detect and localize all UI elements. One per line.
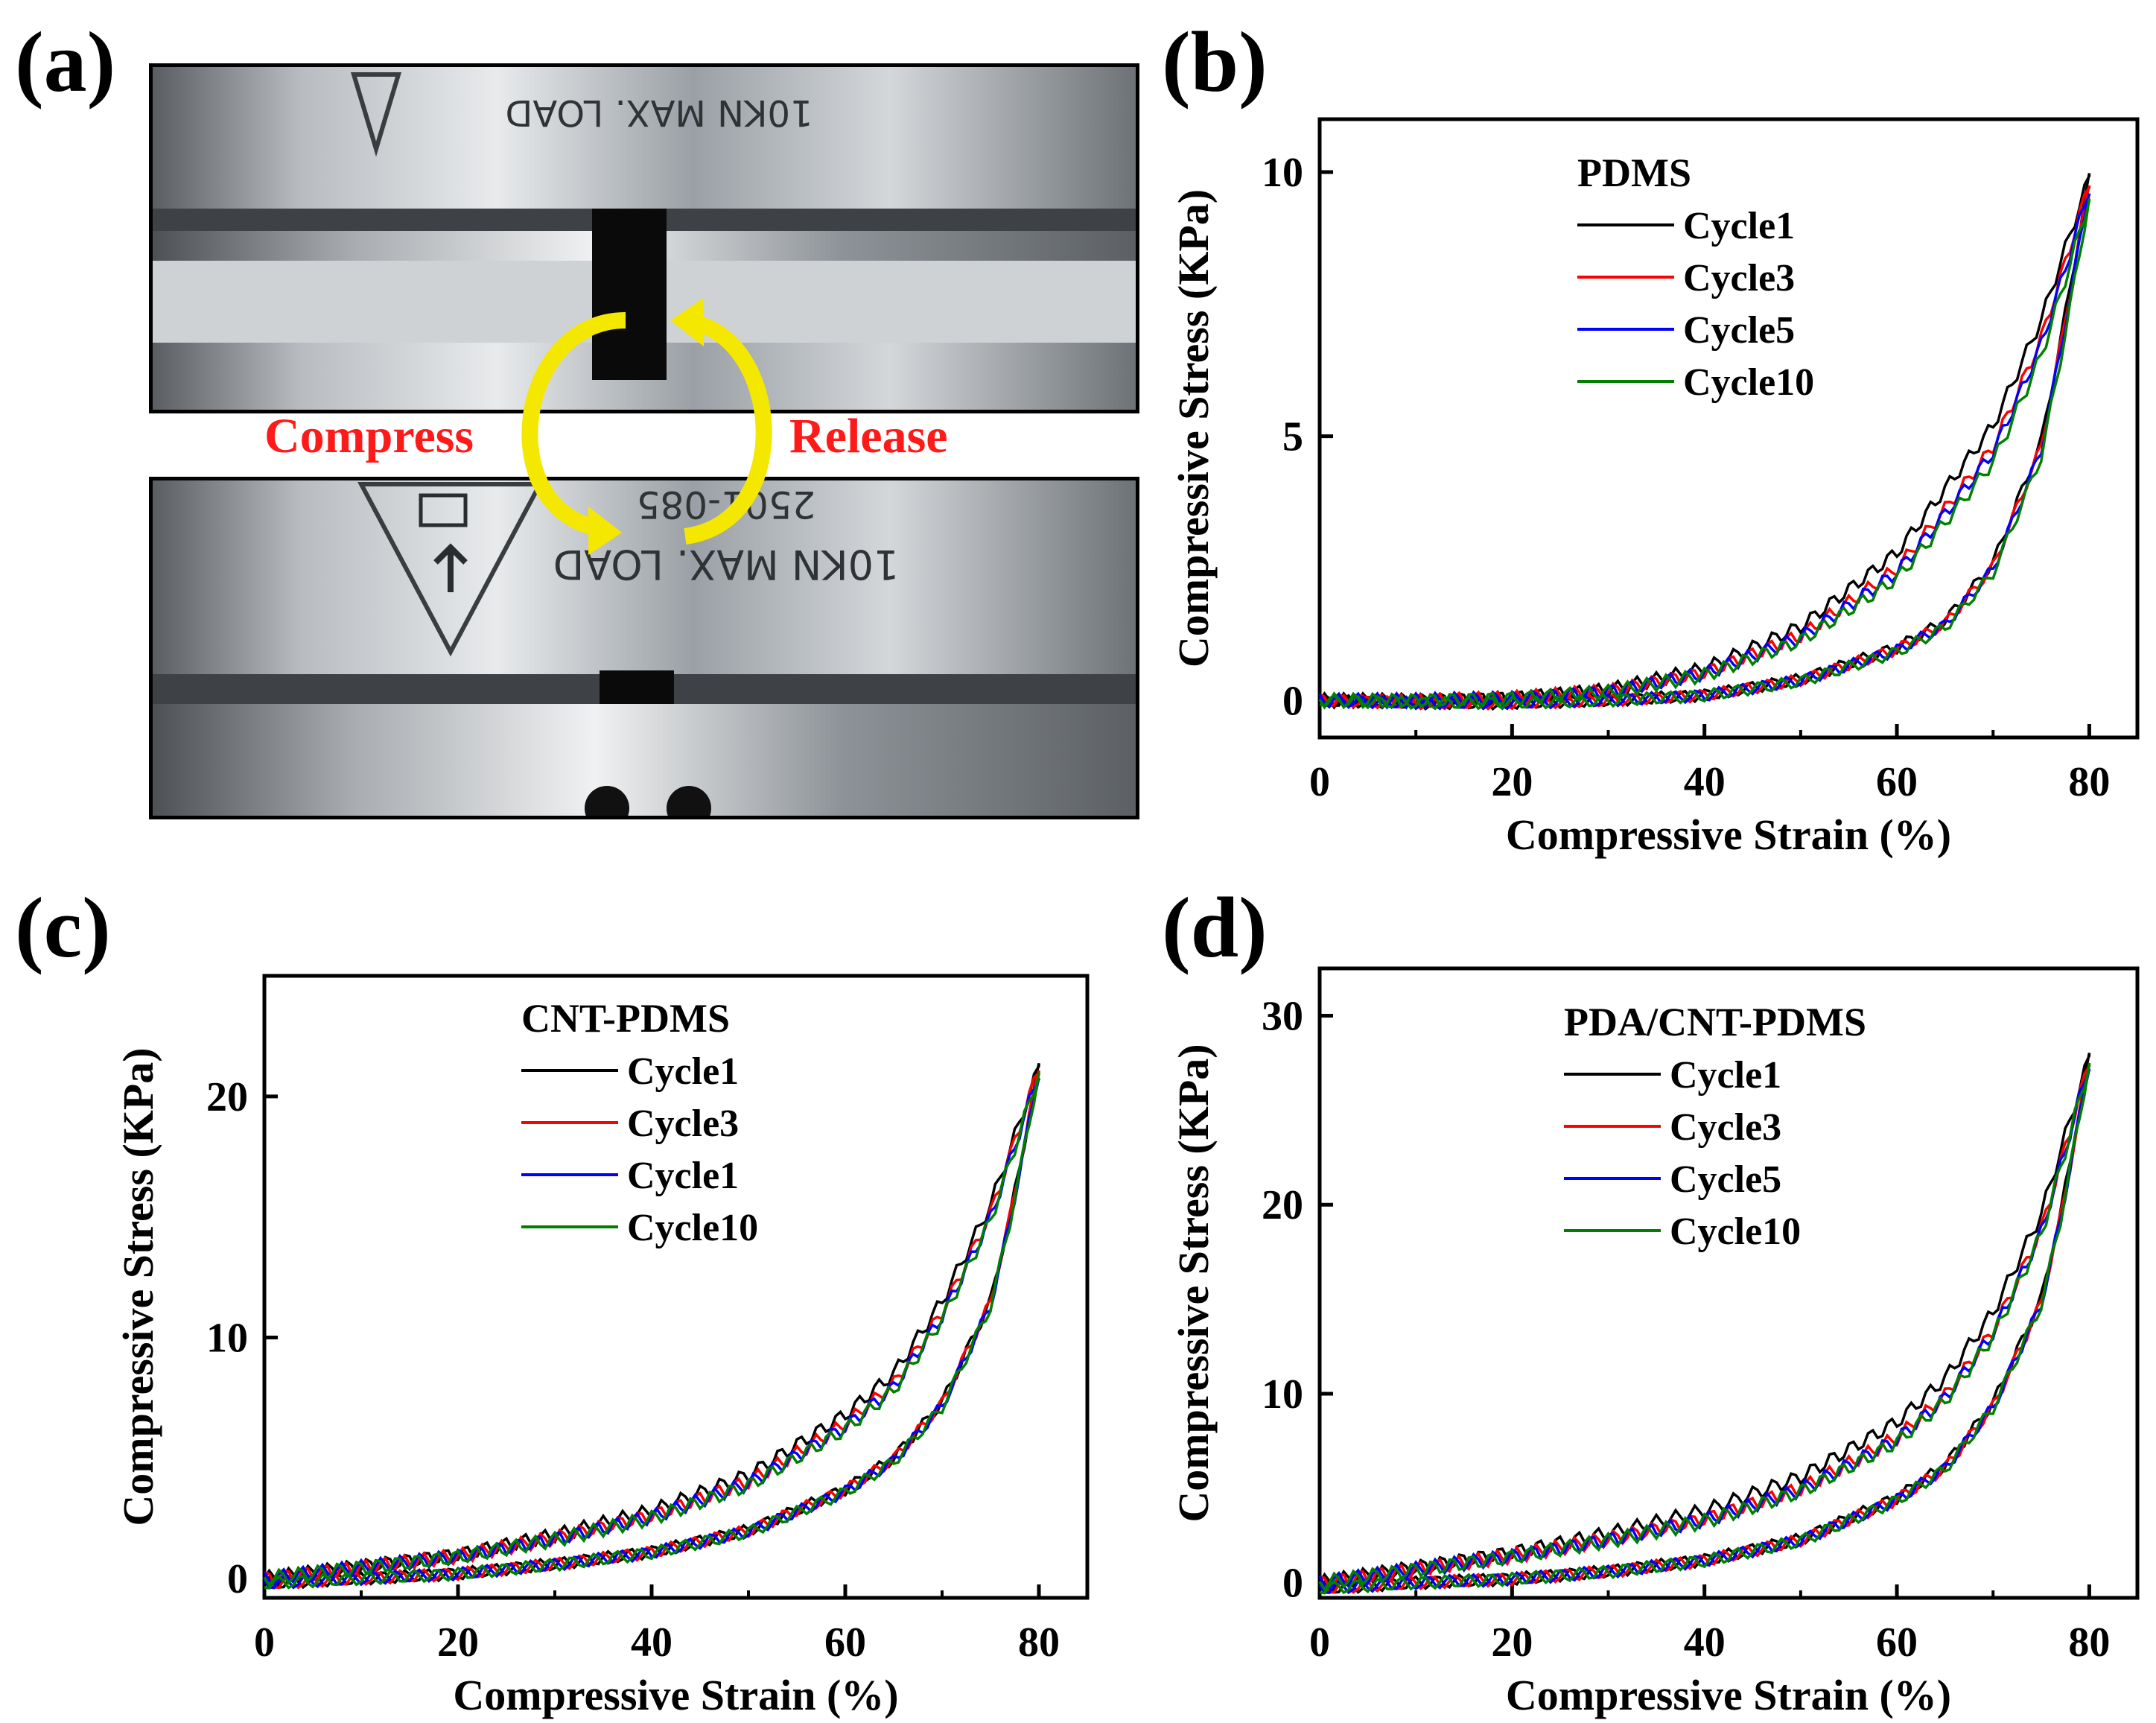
sample-released <box>600 670 674 704</box>
photo-compressed: 10KN MAX. LOAD <box>149 63 1139 413</box>
chart-c: 0 20 40 60 80 0 10 20 Compressive Strain (%) Comp… <box>114 974 1090 1719</box>
plot-frame <box>1317 117 2140 740</box>
y-tick-label: 10 <box>1262 1371 1303 1418</box>
release-arrowhead-icon <box>670 298 704 346</box>
y-tick-label: 5 <box>1282 414 1303 460</box>
sample-compressed <box>592 209 667 380</box>
hole-left <box>585 786 629 816</box>
chart-b: 0 20 40 60 80 0 5 10 Compressive Strain (%) Compr… <box>1169 117 2140 859</box>
x-tick-label: 20 <box>437 1619 479 1666</box>
series-line-cycle10 <box>1318 198 2091 711</box>
legend-entry: Cycle10 <box>627 1207 758 1249</box>
x-tick-label: 40 <box>1684 1619 1726 1666</box>
legend-entry: Cycle3 <box>1670 1106 1781 1149</box>
series-line-cycle10 <box>1318 1062 2091 1595</box>
legend-entry: Cycle1 <box>1683 205 1795 247</box>
compress-label: Compress <box>264 409 474 463</box>
x-tick-label: 80 <box>1018 1619 1060 1666</box>
chart-d: 0 20 40 60 80 0 10 20 30 Compressive Strain (%) Co… <box>1169 966 2140 1719</box>
series-line-cycle1 <box>263 1063 1040 1590</box>
engraving-bottom: 10KN MAX. LOAD <box>553 541 900 588</box>
series-line-cycle1 <box>1318 173 2091 711</box>
panel-a-letter: (a) <box>15 15 116 110</box>
legend-title: PDA/CNT-PDMS <box>1564 1000 1866 1044</box>
y-axis-label: Compressive Stress (KPa) <box>114 1047 162 1526</box>
plot-frame <box>262 974 1090 1600</box>
release-arrow-icon <box>684 314 772 545</box>
series-line-cycle5 <box>1318 193 2091 711</box>
hand-icon <box>419 493 468 527</box>
panel-c-letter: (c) <box>15 880 111 976</box>
legend-entry: Cycle5 <box>1683 309 1795 352</box>
x-tick-label: 80 <box>2068 759 2110 805</box>
engraving-top: 10KN MAX. LOAD <box>505 92 813 133</box>
y-tick-label: 20 <box>206 1074 248 1120</box>
x-axis-label: Compressive Strain (%) <box>1506 810 1951 859</box>
x-tick-label: 0 <box>254 1619 275 1666</box>
x-tick-label: 20 <box>1491 1619 1533 1666</box>
legend-entry: Cycle10 <box>1670 1210 1801 1253</box>
series-line-cycle1 <box>1318 1053 2091 1594</box>
hole-right <box>667 786 711 816</box>
photo-compressed-drawing: 10KN MAX. LOAD <box>153 67 1136 410</box>
y-tick-label: 10 <box>206 1315 248 1361</box>
legend-entry: Cycle3 <box>1683 257 1795 299</box>
y-axis-label: Compressive Stress (KPa) <box>1169 189 1218 667</box>
y-axis-label: Compressive Stress (KPa) <box>1169 1044 1218 1522</box>
x-tick-label: 60 <box>824 1619 866 1666</box>
panel-d-letter: (d) <box>1162 880 1268 976</box>
up-arrow-icon <box>433 543 468 592</box>
y-tick-label: 0 <box>227 1556 248 1602</box>
x-tick-label: 0 <box>1309 759 1330 805</box>
legend-entry: Cycle1 <box>627 1155 739 1197</box>
legend-title: PDMS <box>1577 150 1691 195</box>
photo-released: 2501-085 10KN MAX. LOAD <box>149 477 1139 819</box>
plot-frame <box>1317 966 2140 1600</box>
panel-b-letter: (b) <box>1162 15 1268 110</box>
release-label: Release <box>789 409 948 463</box>
cycle-arrows <box>521 298 772 555</box>
x-tick-label: 40 <box>631 1619 672 1666</box>
y-tick-label: 10 <box>1262 150 1303 196</box>
x-tick-label: 20 <box>1491 759 1533 805</box>
compress-arrow-icon <box>521 312 626 537</box>
legend-entry: Cycle1 <box>1670 1054 1781 1097</box>
x-tick-label: 60 <box>1876 759 1918 805</box>
legend-entry: Cycle3 <box>627 1102 739 1145</box>
y-tick-label: 0 <box>1282 678 1303 724</box>
y-tick-label: 30 <box>1262 993 1303 1039</box>
x-tick-label: 0 <box>1309 1619 1330 1666</box>
x-axis-label: Compressive Strain (%) <box>453 1671 898 1719</box>
x-tick-label: 80 <box>2068 1619 2110 1666</box>
legend-entry: Cycle5 <box>1670 1158 1781 1201</box>
series-line-cycle10 <box>263 1072 1040 1590</box>
warning-triangle-icon <box>350 72 402 157</box>
y-tick-label: 0 <box>1282 1561 1303 1607</box>
x-axis-label: Compressive Strain (%) <box>1506 1671 1951 1719</box>
x-tick-label: 60 <box>1876 1619 1918 1666</box>
warning-triangle-icon <box>357 482 544 657</box>
compress-arrowhead-icon <box>588 507 622 555</box>
legend-entry: Cycle10 <box>1683 361 1814 404</box>
photo-released-drawing: 2501-085 10KN MAX. LOAD <box>153 480 1136 816</box>
legend-entry: Cycle1 <box>627 1050 739 1093</box>
x-tick-label: 40 <box>1684 759 1726 805</box>
y-tick-label: 20 <box>1262 1182 1303 1228</box>
legend-title: CNT-PDMS <box>521 996 730 1041</box>
